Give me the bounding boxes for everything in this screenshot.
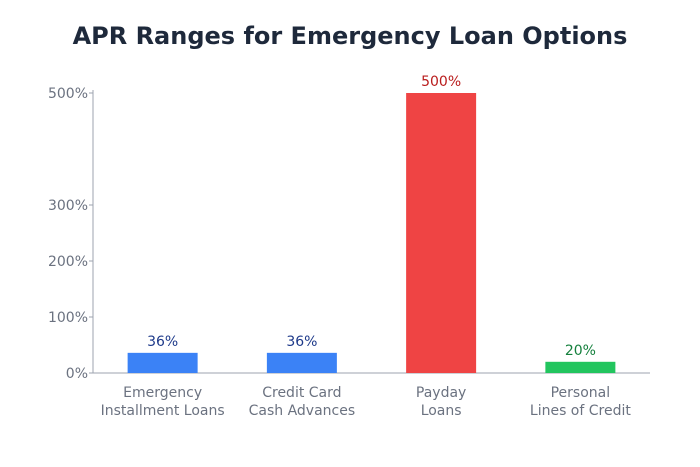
x-tick-label: Payday	[416, 385, 466, 401]
bar-3	[406, 93, 477, 373]
data-label: 500%	[421, 74, 461, 90]
y-tick-label: 100%	[48, 310, 88, 326]
x-tick-label: Loans	[421, 403, 462, 419]
y-tick-label: 0%	[66, 366, 88, 382]
x-tick-label: Lines of Credit	[530, 403, 631, 419]
data-label: 36%	[286, 334, 317, 350]
bar-4	[545, 361, 616, 373]
chart-title: APR Ranges for Emergency Loan Options	[72, 22, 628, 50]
x-tick-label: Cash Advances	[249, 403, 356, 419]
y-tick-label: 500%	[48, 86, 88, 102]
y-tick-label: 300%	[48, 198, 88, 214]
x-tick-label: Credit Card	[262, 385, 341, 401]
data-label: 36%	[147, 334, 178, 350]
data-label: 20%	[565, 343, 596, 359]
x-tick-label: Emergency	[123, 385, 202, 401]
x-tick-label: Installment Loans	[101, 403, 225, 419]
y-tick-label: 200%	[48, 254, 88, 270]
bar-1	[127, 352, 198, 373]
bar-2	[266, 352, 337, 373]
x-tick-label: Personal	[551, 385, 611, 401]
